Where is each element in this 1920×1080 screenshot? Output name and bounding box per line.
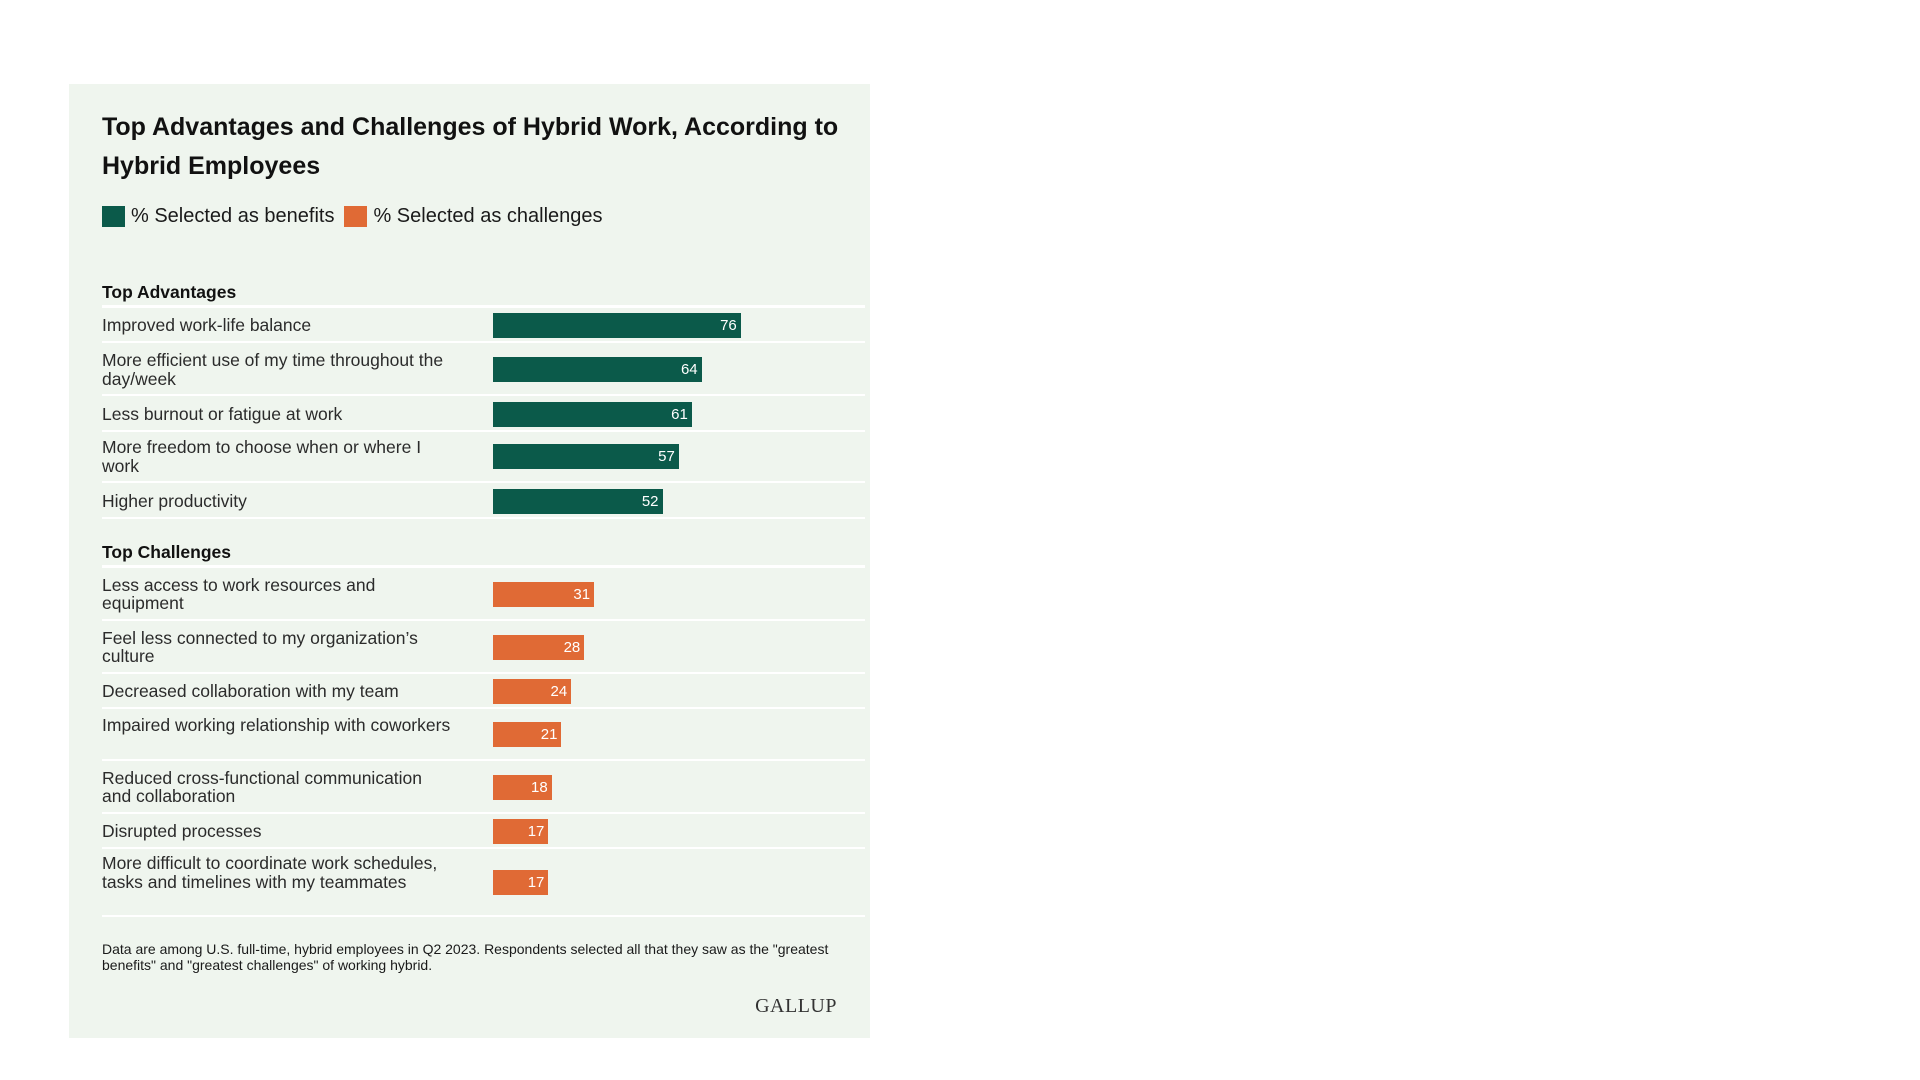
bar-label: More difficult to coordinate work schedu… bbox=[102, 853, 438, 892]
row-separator bbox=[102, 341, 865, 343]
bar-label: Feel less connected to my organization’s… bbox=[102, 627, 418, 666]
bar: 28 bbox=[493, 634, 585, 660]
row-separator bbox=[102, 812, 865, 814]
bar-value-label: 18 bbox=[530, 778, 548, 796]
legend-item-challenges: % Selected as challenges bbox=[344, 204, 603, 228]
bar-value-label: 64 bbox=[680, 361, 698, 378]
bar: 24 bbox=[493, 678, 572, 704]
row-separator bbox=[102, 430, 865, 432]
row-separator bbox=[102, 481, 865, 483]
bar-label: Reduced cross-functional communication a… bbox=[102, 767, 423, 806]
bar: 17 bbox=[493, 818, 549, 844]
gallup-logo: GALLUP bbox=[755, 995, 837, 1017]
bar-value-label: 57 bbox=[658, 448, 675, 465]
row-separator bbox=[102, 619, 865, 621]
row-separator bbox=[102, 847, 865, 849]
bar-value-label: 52 bbox=[641, 492, 659, 510]
legend: % Selected as benefits % Selected as cha… bbox=[102, 203, 613, 229]
bar-value-label: 21 bbox=[540, 725, 558, 743]
legend-label-challenges: % Selected as challenges bbox=[373, 204, 603, 227]
bar-value-label: 17 bbox=[527, 822, 545, 840]
bar-label: Less access to work resources and equipm… bbox=[102, 574, 376, 613]
bar: 64 bbox=[493, 357, 702, 382]
bar: 52 bbox=[493, 488, 663, 514]
chart-card: Top Advantages and Challenges of Hybrid … bbox=[69, 84, 870, 1038]
bar-value-label: 28 bbox=[563, 638, 581, 656]
bar-label: More freedom to choose when or where I w… bbox=[102, 437, 422, 476]
row-separator bbox=[102, 915, 865, 917]
bar: 57 bbox=[493, 444, 679, 469]
footnote: Data are among U.S. full-time, hybrid em… bbox=[102, 941, 829, 973]
legend-label-benefits: % Selected as benefits bbox=[131, 204, 335, 227]
bar-value-label: 61 bbox=[671, 405, 688, 423]
bar: 61 bbox=[493, 401, 692, 427]
bar-value-label: 24 bbox=[550, 682, 568, 700]
chart-title: Top Advantages and Challenges of Hybrid … bbox=[102, 113, 839, 180]
bar-label: More efficient use of my time throughout… bbox=[102, 350, 444, 389]
row-separator bbox=[102, 672, 865, 674]
bar: 31 bbox=[493, 581, 595, 607]
bar-value-label: 17 bbox=[527, 873, 545, 891]
row-separator bbox=[102, 394, 865, 396]
section-heading-challenges: Top Challenges bbox=[102, 542, 231, 562]
legend-item-benefits: % Selected as benefits bbox=[102, 205, 334, 228]
section-heading-advantages: Top Advantages bbox=[102, 282, 237, 302]
bar: 18 bbox=[493, 774, 552, 800]
bar-label: Less burnout or fatigue at work bbox=[102, 403, 343, 424]
bar-label: Disrupted processes bbox=[102, 820, 262, 841]
bar-value-label: 76 bbox=[720, 316, 737, 334]
bar-label: Higher productivity bbox=[102, 490, 247, 511]
legend-swatch-benefits bbox=[102, 205, 125, 227]
bar: 76 bbox=[493, 312, 741, 338]
bar: 21 bbox=[493, 721, 562, 747]
bar-label: Improved work-life balance bbox=[102, 314, 312, 335]
bar: 17 bbox=[493, 869, 549, 895]
row-separator bbox=[102, 707, 865, 709]
bar-label: Decreased collaboration with my team bbox=[102, 680, 399, 701]
row-separator bbox=[102, 517, 865, 519]
section-separator bbox=[102, 565, 865, 568]
bar-label: Impaired working relationship with cowor… bbox=[102, 714, 451, 735]
section-separator bbox=[102, 305, 865, 308]
legend-swatch-challenges bbox=[344, 205, 368, 227]
row-separator bbox=[102, 759, 865, 761]
bar-value-label: 31 bbox=[573, 585, 591, 603]
